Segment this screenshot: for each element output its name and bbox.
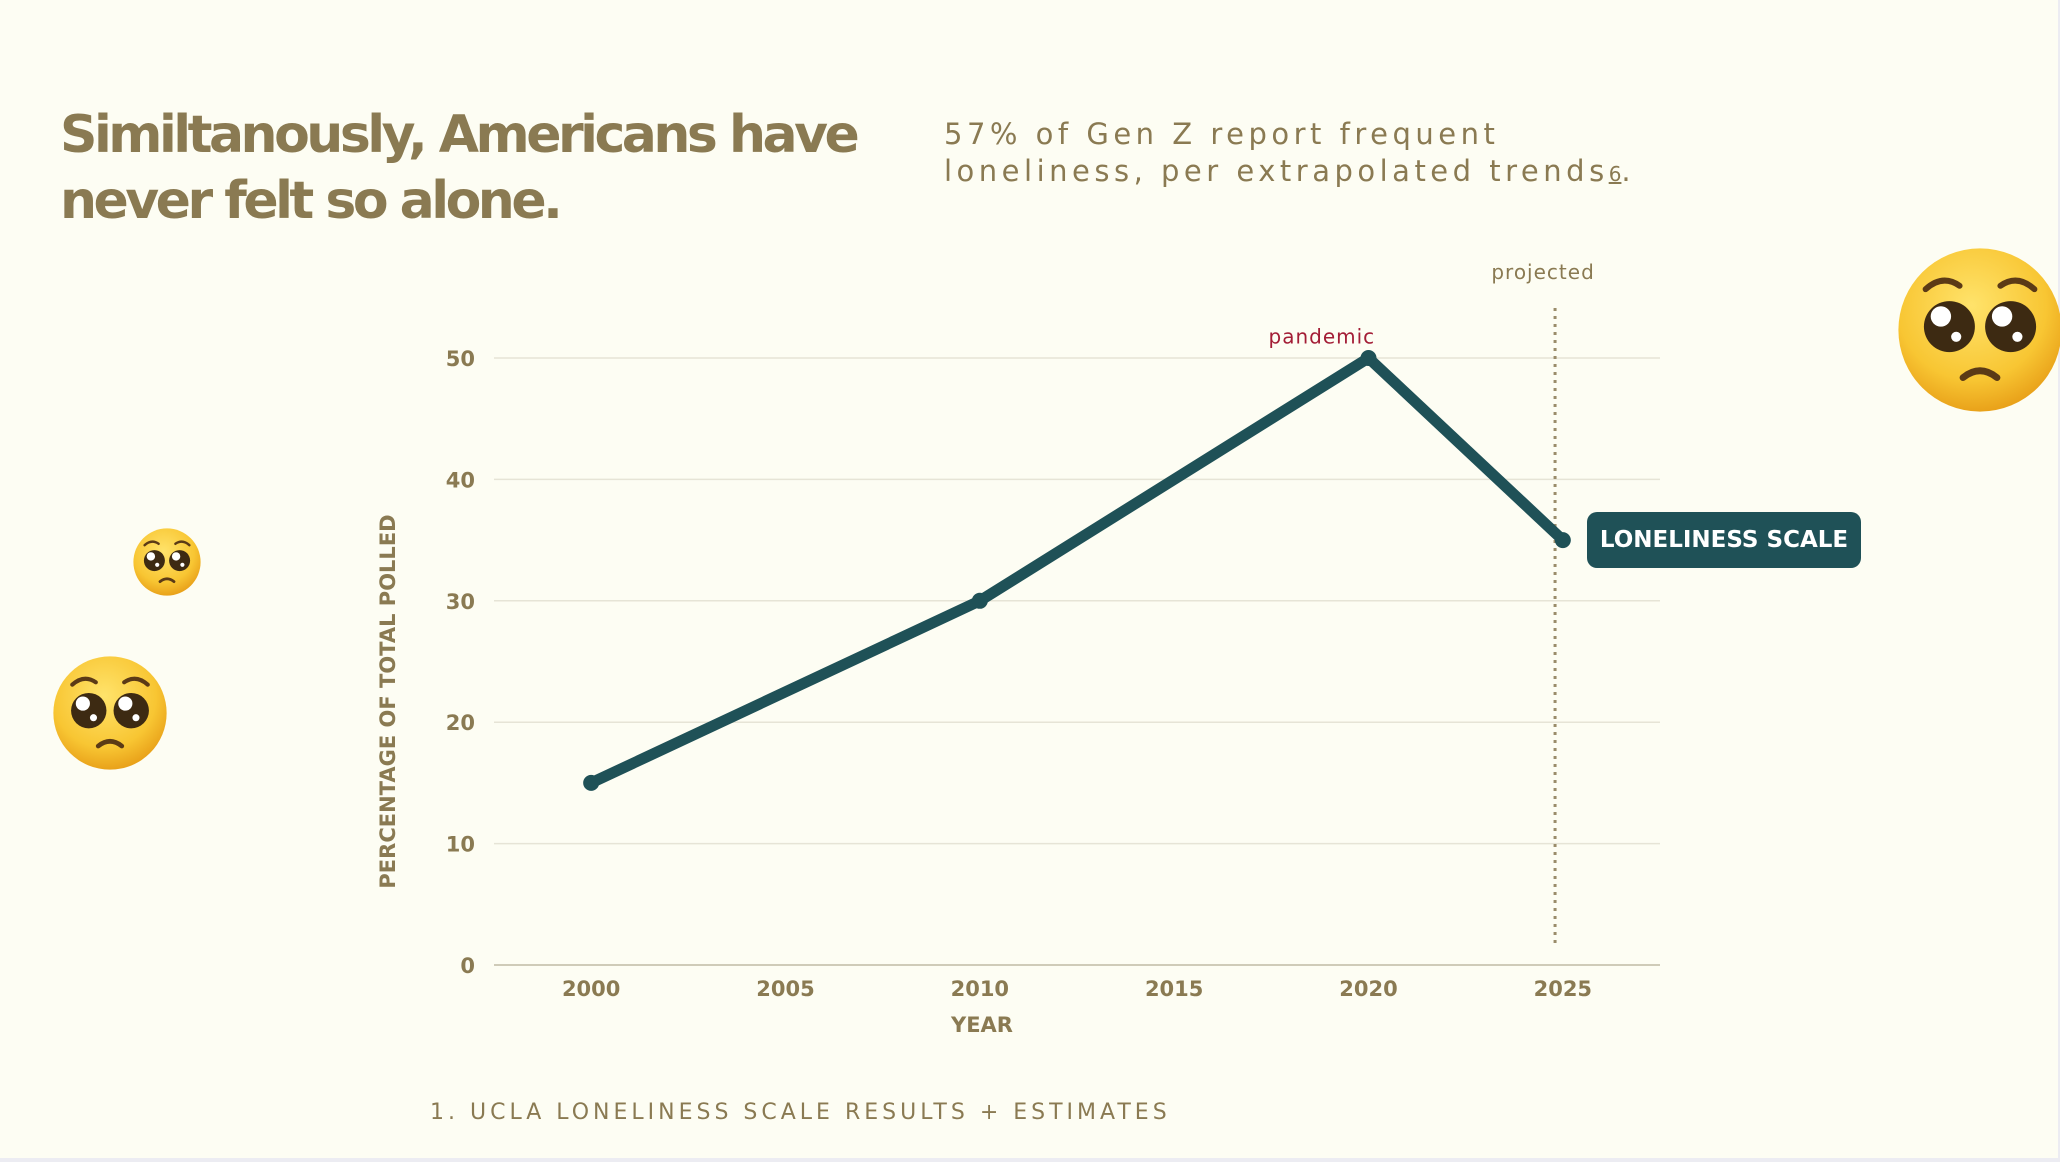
y-axis-ticks: 0 10 20 30 40 50 bbox=[446, 347, 475, 978]
x-tick-label: 2000 bbox=[562, 977, 620, 1001]
data-point-2025 bbox=[1554, 532, 1571, 549]
series-points bbox=[583, 350, 1571, 791]
y-tick-label: 0 bbox=[460, 954, 475, 978]
pleading-face-icon bbox=[1898, 248, 2060, 412]
y-tick-label: 30 bbox=[446, 590, 475, 614]
subtitle-line-1: 57% of Gen Z report frequent bbox=[944, 117, 1500, 151]
annotation-projected: projected bbox=[1491, 260, 1594, 284]
y-tick-label: 10 bbox=[446, 833, 475, 857]
subtitle-line-2: loneliness, per extrapolated trends bbox=[944, 154, 1609, 188]
subtitle-end: . bbox=[1621, 154, 1636, 188]
series-line-loneliness-scale bbox=[585, 352, 1569, 789]
title-line-1: Similtanously, Americans have bbox=[60, 105, 860, 165]
data-point-2020 bbox=[1360, 350, 1377, 366]
subtitle: 57% of Gen Z report frequent loneliness,… bbox=[944, 116, 1764, 193]
footnote-reference-link[interactable]: 6 bbox=[1608, 162, 1622, 186]
x-tick-label: 2010 bbox=[951, 977, 1009, 1001]
data-point-2000 bbox=[583, 774, 600, 791]
y-tick-label: 40 bbox=[446, 468, 475, 492]
legend-badge-loneliness-scale: LONELINESS SCALE bbox=[1587, 512, 1861, 568]
pleading-face-icon bbox=[133, 528, 201, 596]
x-tick-label: 2005 bbox=[756, 977, 814, 1001]
annotation-pandemic: pandemic bbox=[1269, 324, 1376, 348]
x-tick-label: 2025 bbox=[1534, 977, 1592, 1001]
x-tick-label: 2015 bbox=[1145, 977, 1203, 1001]
x-axis-title: YEAR bbox=[950, 1013, 1013, 1037]
data-point-2010 bbox=[971, 592, 988, 609]
pleading-face-icon bbox=[53, 656, 167, 770]
footnote: 1. UCLA LONELINESS SCALE RESULTS + ESTIM… bbox=[430, 1100, 1171, 1125]
chart-grid bbox=[494, 357, 1660, 845]
title-line-2: never felt so alone. bbox=[60, 171, 563, 231]
x-tick-label: 2020 bbox=[1339, 977, 1397, 1001]
y-axis-title: PERCENTAGE OF TOTAL POLLED bbox=[376, 514, 400, 888]
x-axis-ticks: 2000 2005 2010 2015 2020 2025 bbox=[562, 977, 1592, 1001]
y-tick-label: 20 bbox=[446, 711, 475, 735]
slide-title: Similtanously, Americans have never felt… bbox=[60, 102, 860, 234]
y-tick-label: 50 bbox=[446, 347, 475, 371]
